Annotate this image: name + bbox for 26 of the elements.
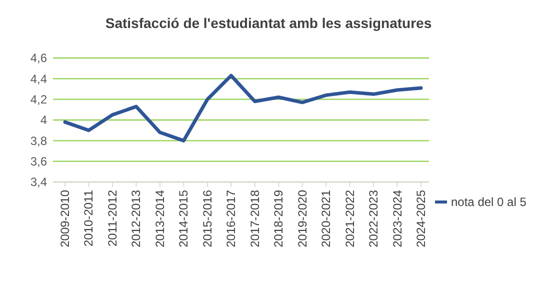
x-tick-label: 2011-2012 <box>105 190 120 246</box>
chart-title: Satisfacció de l'estudiantat amb les assignatures <box>105 15 432 31</box>
x-tick-label: 2010-2011 <box>82 190 96 246</box>
y-tick-label: 4,2 <box>30 92 48 107</box>
x-tick-label: 2016-2017 <box>224 190 238 248</box>
x-tick-label: 2018-2019 <box>272 190 286 248</box>
line-series <box>63 74 423 142</box>
y-tick-label: 3,6 <box>30 154 48 169</box>
x-tick-label: 2023-2024 <box>390 190 404 248</box>
x-tick-label: 2021-2022 <box>342 190 357 248</box>
x-tick-label: 2019-2020 <box>295 190 310 248</box>
y-tick-label: 4,4 <box>30 72 48 86</box>
x-tick-label: 2009-2010 <box>58 190 72 248</box>
x-tick-label: 2022-2023 <box>366 190 381 248</box>
y-tick-label: 4 <box>40 113 48 128</box>
legend-label: nota del 0 al 5 <box>451 195 527 210</box>
x-tick-label: 2020-2021 <box>319 190 334 248</box>
y-tick-label: 3,4 <box>30 175 48 190</box>
x-tick-label: 2012-2013 <box>129 190 144 248</box>
x-tick-label: 2017-2018 <box>248 190 262 248</box>
x-tick-label: 2014-2015 <box>176 190 191 248</box>
y-tick-label: 3,8 <box>30 134 48 148</box>
y-tick-label: 4,6 <box>30 51 48 66</box>
x-tick-label: 2013-2014 <box>152 190 167 248</box>
x-tick-label: 2024-2025 <box>414 190 428 248</box>
x-tick-label: 2015-2016 <box>200 190 214 248</box>
